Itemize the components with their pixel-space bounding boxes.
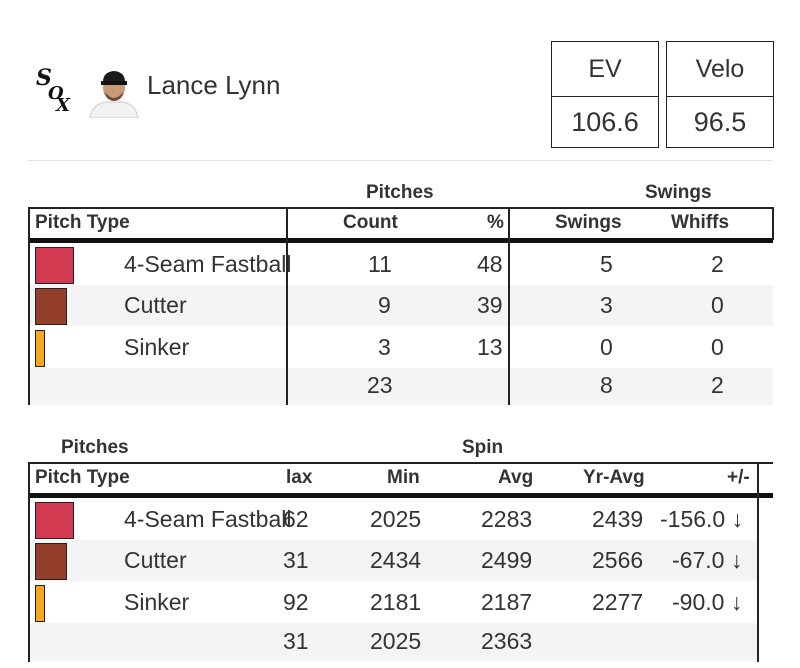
white-sox-logo-icon: S O X: [34, 63, 74, 116]
pitch-color-swatch: [35, 543, 67, 580]
col-header-yr-avg: Yr-Avg: [583, 467, 645, 488]
column-divider: [28, 462, 30, 662]
min-cell: 2434: [370, 547, 422, 573]
pitch-name: Cutter: [124, 547, 187, 573]
stat-value: 96.5: [693, 107, 747, 137]
svg-text:X: X: [55, 95, 71, 113]
count-cell: 11: [368, 251, 392, 277]
min-total: 2025: [370, 628, 422, 654]
stat-label: Velo: [667, 42, 773, 97]
count-cell: 3: [378, 334, 391, 360]
max-cell: 31: [283, 547, 309, 573]
col-header-pitch-type: Pitch Type: [35, 467, 130, 488]
col-header-max: lax: [286, 467, 313, 488]
col-header-diff: +/-: [727, 467, 750, 488]
group-header-pitches: Pitches: [61, 437, 129, 458]
column-divider: [508, 207, 510, 405]
whiffs-cell: 0: [711, 334, 724, 360]
col-header-min: Min: [387, 467, 420, 488]
player-headshot-icon: [86, 62, 142, 119]
column-divider: [772, 207, 774, 240]
avg-cell: 2187: [481, 589, 533, 615]
pitch-name: 4-Seam Fastball: [124, 251, 292, 277]
col-header-avg: Avg: [498, 467, 534, 488]
swings-total: 8: [600, 372, 613, 398]
count-cell: 9: [378, 292, 391, 318]
section-divider: [28, 160, 773, 161]
avg-cell: 2499: [481, 547, 533, 573]
row-stripe: [28, 623, 758, 661]
pitch-color-swatch: [35, 247, 74, 284]
swings-cell: 5: [600, 251, 613, 277]
stat-value: 106.6: [571, 107, 639, 137]
stat-box-velo: Velo 96.5: [666, 41, 774, 148]
pitch-color-swatch: [35, 585, 45, 622]
pitch-color-swatch: [35, 330, 45, 367]
col-header-whiffs: Whiffs: [671, 212, 730, 233]
swings-cell: 3: [600, 292, 613, 318]
whiffs-total: 2: [711, 372, 724, 398]
group-header-spin: Spin: [462, 437, 504, 458]
yr-avg-cell: 2277: [592, 589, 644, 615]
svg-text:S: S: [36, 65, 52, 91]
count-total: 23: [367, 372, 393, 398]
pitch-name: 4-Seam Fastball: [124, 506, 292, 532]
max-cell: 92: [283, 589, 309, 615]
col-header-count: Count: [343, 212, 398, 233]
pitch-name: Sinker: [124, 334, 190, 360]
diff-cell: -67.0 ↓: [672, 547, 743, 573]
stat-box-ev: EV 106.6: [551, 41, 659, 148]
pitch-name: Sinker: [124, 589, 190, 615]
header-rule: [28, 238, 773, 243]
col-header-swings: Swings: [555, 212, 622, 233]
swings-cell: 0: [600, 334, 613, 360]
diff-cell: -90.0 ↓: [672, 589, 743, 615]
column-divider: [28, 207, 30, 405]
col-header-pitch-type: Pitch Type: [35, 212, 130, 233]
group-header-pitches: Pitches: [366, 182, 434, 203]
min-cell: 2181: [370, 589, 422, 615]
diff-cell: -156.0 ↓: [660, 506, 744, 532]
stat-label: EV: [552, 42, 658, 97]
pitch-color-swatch: [35, 502, 74, 539]
header-rule: [28, 493, 773, 498]
pct-cell: 39: [477, 292, 503, 318]
col-header-pct: %: [487, 212, 504, 233]
min-cell: 2025: [370, 506, 422, 532]
svg-text:O: O: [48, 83, 64, 104]
max-cell: 62: [283, 506, 309, 532]
whiffs-cell: 0: [711, 292, 724, 318]
table-top-border: [28, 462, 773, 464]
pct-cell: 48: [477, 251, 503, 277]
yr-avg-cell: 2439: [592, 506, 644, 532]
player-name: Lance Lynn: [147, 70, 281, 100]
row-stripe: [28, 285, 773, 326]
whiffs-cell: 2: [711, 251, 724, 277]
pitch-name: Cutter: [124, 292, 187, 318]
avg-cell: 2283: [481, 506, 533, 532]
yr-avg-cell: 2566: [592, 547, 644, 573]
row-stripe: [28, 540, 758, 581]
avg-total: 2363: [481, 628, 533, 654]
column-divider: [757, 462, 759, 662]
max-total: 31: [283, 628, 309, 654]
pitch-color-swatch: [35, 288, 67, 325]
row-stripe: [28, 368, 773, 405]
pct-cell: 13: [477, 334, 503, 360]
group-header-swings: Swings: [645, 182, 712, 203]
table-top-border: [28, 207, 773, 209]
column-divider: [286, 207, 288, 405]
